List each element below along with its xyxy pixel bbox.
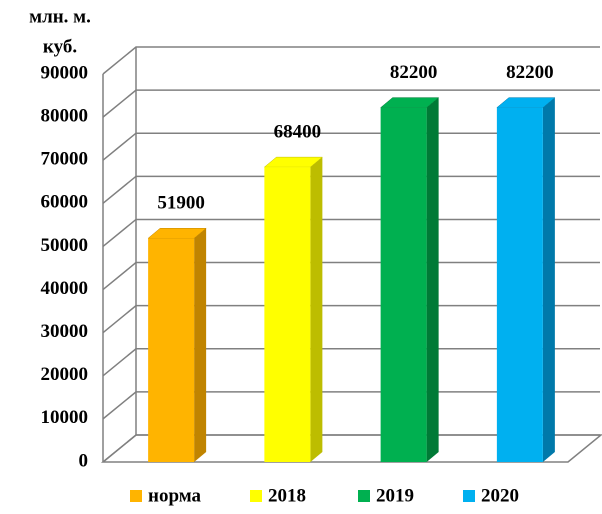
legend-label: 2019: [376, 485, 414, 506]
grid-line: [102, 46, 600, 75]
y-tick-label: 80000: [41, 105, 89, 126]
y-tick-label: 20000: [41, 364, 89, 385]
grid-line: [102, 89, 600, 118]
value-label: 51900: [157, 193, 205, 214]
y-tick-label: 70000: [41, 149, 89, 170]
y-tick-label: 90000: [41, 62, 89, 83]
legend-label: 2020: [481, 485, 519, 506]
grid-line: [102, 261, 600, 291]
bar: [380, 107, 427, 463]
grid-line: [102, 391, 600, 420]
y-tick-label: 10000: [41, 407, 89, 428]
legend-swatch: [130, 490, 142, 502]
grid-line: [102, 304, 600, 334]
bar-side: [194, 228, 207, 462]
grid-line: [102, 218, 600, 248]
y-tick-label: 60000: [41, 192, 89, 213]
legend-label: 2018: [268, 485, 306, 506]
legend-swatch: [463, 490, 475, 502]
y-axis-label: млн. м.: [29, 6, 91, 27]
value-label: 68400: [274, 121, 322, 142]
grid-line: [102, 132, 600, 161]
bar: [264, 167, 311, 462]
legend-label: норма: [148, 485, 202, 506]
grid-line: [102, 434, 600, 463]
bar-side: [310, 157, 323, 462]
bar: [496, 107, 543, 463]
value-label: 82200: [506, 62, 554, 83]
y-axis-label: куб.: [43, 36, 77, 57]
y-tick-label: 0: [79, 450, 89, 471]
y-tick-label: 30000: [41, 321, 89, 342]
legend-swatch: [358, 490, 370, 502]
value-label: 82200: [390, 62, 438, 83]
grid-line: [102, 175, 600, 204]
y-tick-label: 40000: [41, 278, 89, 299]
grid-line: [102, 348, 600, 377]
bar-side: [426, 97, 439, 463]
bar-side: [542, 97, 555, 463]
y-tick-label: 50000: [41, 235, 89, 256]
legend-swatch: [250, 490, 262, 502]
bar: [148, 238, 195, 462]
